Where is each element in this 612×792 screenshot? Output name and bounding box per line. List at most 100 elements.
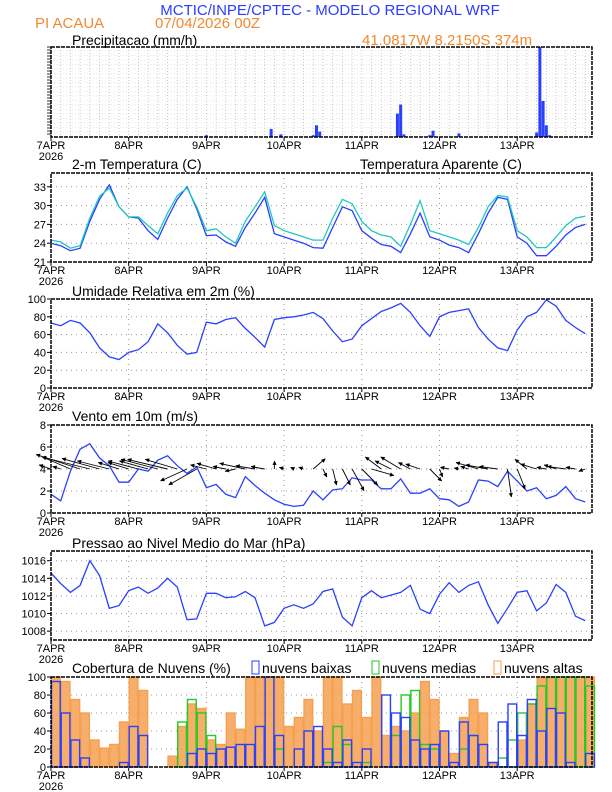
cloud-bar-nuvens-altas	[313, 730, 324, 768]
wind-vector-head	[290, 467, 296, 471]
cloud-bar-nuvens-altas	[419, 680, 430, 768]
y-tick-label: 1016	[22, 556, 46, 568]
wind-vector-head	[465, 463, 470, 468]
x-tick-label: 7APR	[37, 770, 66, 782]
series-line-wind-0	[50, 442, 586, 508]
cloud-bar-nuvens-baixas	[128, 725, 139, 768]
precip-bar	[311, 135, 315, 137]
cloud-bar-nuvens-altas	[361, 716, 372, 768]
x-tick-label: 8APR	[114, 770, 143, 782]
x-tick-label: 11APR	[345, 643, 379, 655]
cloud-bar-nuvens-baixas	[497, 721, 508, 768]
cloud-bar-nuvens-altas	[215, 743, 227, 768]
x-tick-label: 10APR	[267, 770, 302, 782]
x-tick-label: 10APR	[267, 265, 302, 277]
y-tick-label: 8	[40, 420, 46, 432]
x-tick-label: 13APR	[500, 643, 535, 655]
y-tick-label: 30	[34, 201, 46, 213]
x-tick-label: 7APR	[37, 391, 66, 403]
cloud-bar-nuvens-altas	[565, 676, 576, 768]
panel-title-rh: Umidade Relativa em 2m (%)	[72, 283, 255, 299]
cloud-bar-nuvens-altas	[118, 721, 129, 768]
plot-border	[50, 298, 593, 389]
wind-vector-head	[360, 486, 365, 491]
cloud-bar-nuvens-altas	[254, 676, 265, 768]
x-tick-label: 13APR	[500, 770, 535, 782]
plot-border	[50, 46, 593, 138]
y-tick-label: 4	[40, 464, 46, 476]
wind-vector	[77, 460, 110, 470]
plot-border	[50, 676, 593, 768]
x-tick-label: 11APR	[345, 391, 379, 403]
y-tick-label: 1014	[22, 573, 46, 585]
cloud-bar-nuvens-altas	[526, 703, 537, 768]
plot-border	[50, 550, 593, 641]
wind-vector-head	[119, 459, 124, 464]
precip-bar	[318, 131, 322, 137]
cloud-bar-nuvens-altas	[109, 743, 120, 768]
y-tick-label: 0	[40, 508, 46, 520]
legend-low-clouds: nuvens baixas	[262, 660, 352, 676]
cloud-bar-nuvens-altas	[138, 689, 149, 768]
wind-vector-head	[373, 481, 378, 486]
precip-bar	[395, 113, 399, 137]
precip-bar	[431, 130, 435, 137]
x-tick-label: 13APR	[500, 516, 535, 528]
cloud-bar-nuvens-altas	[322, 676, 333, 768]
x-tick-label: 11APR	[345, 516, 379, 528]
cloud-bar-nuvens-altas	[351, 689, 362, 768]
x-tick-label: 11APR	[345, 770, 379, 782]
precip-bar	[314, 125, 318, 137]
x-tick-label: 9APR	[192, 265, 221, 277]
wind-vector-head	[160, 477, 165, 482]
y-tick-label: 40	[34, 347, 46, 359]
precip-bar	[544, 125, 548, 137]
cloud-bar-nuvens-altas	[303, 698, 314, 768]
precip-bar	[204, 135, 208, 137]
wind-vector-head	[333, 480, 338, 486]
cloud-bar-nuvens-altas	[177, 725, 188, 768]
legend-apparent-temp: Temperatura Aparente (C)	[360, 156, 522, 172]
x-tick-label: 12APR	[422, 391, 457, 403]
wind-vector-head	[389, 472, 394, 477]
cloud-bar-nuvens-altas	[235, 728, 246, 768]
wind-vector-head	[190, 463, 195, 468]
cloud-bar-nuvens-altas	[536, 676, 547, 768]
cloud-bar-nuvens-altas	[371, 676, 382, 768]
legend-high-clouds: nuvens altas	[504, 660, 583, 676]
wind-vector-head	[107, 459, 113, 464]
wind-vector-head	[224, 468, 230, 473]
station-name: PI ACAUA	[35, 15, 104, 32]
wind-vector	[42, 456, 71, 470]
precip-bar	[402, 134, 406, 137]
x-year-label: 2026	[39, 402, 63, 414]
wind-vector-head	[454, 466, 459, 471]
x-tick-label: 10APR	[267, 391, 302, 403]
cloud-bar-nuvens-altas	[60, 680, 71, 768]
panel-title-wind: Vento em 10m (m/s)	[72, 408, 198, 424]
series-line-temp-1	[50, 186, 586, 249]
wind-vector-head	[41, 455, 47, 460]
wind-vector-head	[127, 458, 132, 463]
cloud-bar-nuvens-altas	[128, 676, 139, 768]
precip-bar	[279, 134, 283, 137]
wind-vector-head	[168, 481, 173, 486]
y-tick-label: 60	[34, 708, 46, 720]
x-tick-label: 9APR	[192, 516, 221, 528]
wind-vector-head	[578, 467, 584, 472]
series-line-temp-0	[50, 183, 586, 257]
wind-vector-head	[219, 462, 224, 466]
wind-vector-head	[514, 459, 520, 464]
x-tick-label: 12APR	[422, 643, 457, 655]
panel-title-pressure: Pressao ao Nivel Medio do Mar (hPa)	[72, 535, 305, 551]
x-tick-label: 13APR	[500, 265, 535, 277]
cloud-bar-nuvens-altas	[400, 730, 411, 768]
wind-vector-head	[440, 465, 445, 470]
x-tick-label: 8APR	[114, 265, 143, 277]
wind-vector-head	[365, 456, 370, 461]
series-line-rh-0	[50, 299, 586, 361]
x-tick-label: 7APR	[37, 140, 66, 152]
cloud-bar-nuvens-baixas	[458, 721, 469, 768]
x-year-label: 2026	[39, 527, 63, 539]
